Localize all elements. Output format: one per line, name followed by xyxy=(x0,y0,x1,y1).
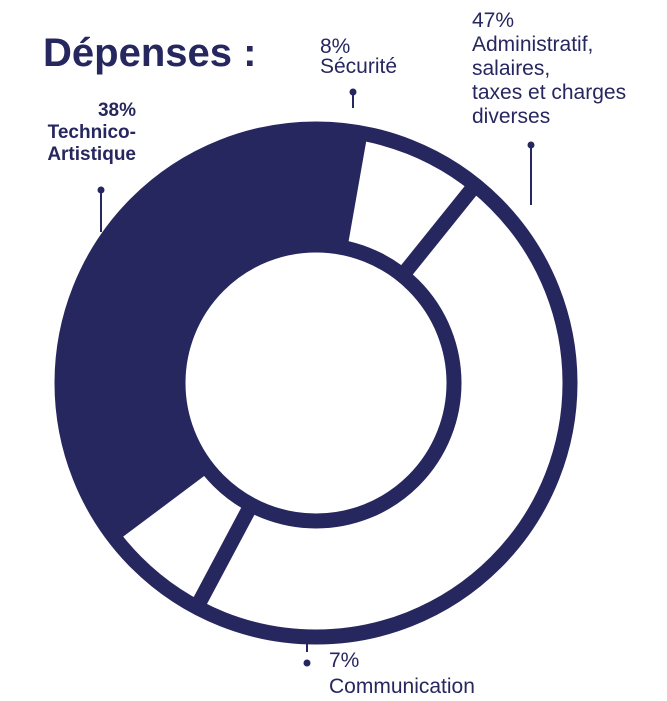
leader-dot-0 xyxy=(349,88,357,96)
leader-dot-3 xyxy=(97,186,105,194)
slice-label-1-line-3: taxes et charges xyxy=(472,81,626,104)
slice-label-3-line-1: Technico- xyxy=(48,122,136,143)
slice-separator-0 xyxy=(332,131,368,249)
slice-label-1-line-0: 47% xyxy=(472,9,514,32)
slice-label-2-line-1: Communication xyxy=(329,675,475,696)
slice-label-1-line-1: Administratif, xyxy=(472,33,593,56)
slice-label-2: 7% Communication xyxy=(329,649,475,696)
slice-separator-3 xyxy=(108,459,210,542)
slice-label-0: 8% Sécurité xyxy=(320,35,397,78)
leader-dot-1 xyxy=(527,141,535,149)
leader-dot-2 xyxy=(303,659,311,667)
slice-label-0-line-1: Sécurité xyxy=(320,55,397,78)
slice-separator-1 xyxy=(396,180,482,281)
chart-title: Dépenses : xyxy=(43,31,256,75)
slice-label-1-line-2: salaires, xyxy=(472,57,550,80)
slice-label-0-line-0: 8% xyxy=(320,35,350,58)
slice-separator-2 xyxy=(190,501,258,611)
slice-label-3: 38% Technico-Artistique xyxy=(47,100,136,165)
slice-label-3-line-2: Artistique xyxy=(47,144,136,165)
slice-label-1-line-4: diverses xyxy=(472,105,550,128)
slice-label-1: 47% Administratif, salaires, taxes et charg… xyxy=(472,9,626,128)
slice-label-2-line-0: 7% xyxy=(329,649,359,672)
donut-inner-ring xyxy=(170,237,462,529)
slice-label-3-line-0: 38% xyxy=(98,100,136,121)
